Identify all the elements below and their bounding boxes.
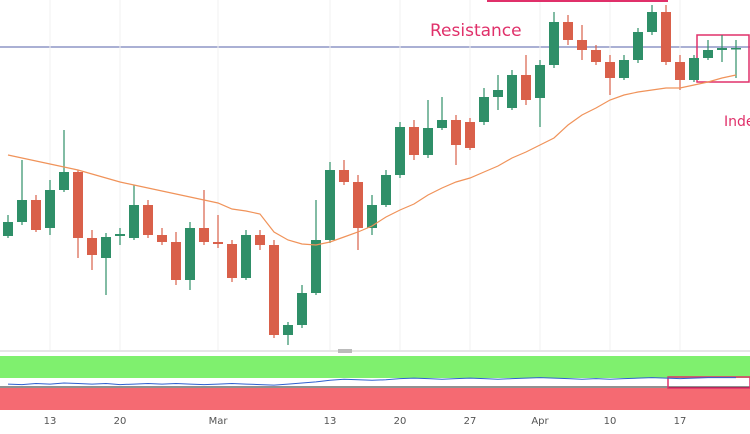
candle-body (3, 222, 13, 236)
candle-body (507, 75, 517, 108)
x-tick-label: 20 (394, 416, 407, 427)
x-tick-label: 27 (464, 416, 477, 427)
candle-body (535, 65, 545, 98)
candle-body (199, 228, 209, 242)
candle-body (423, 128, 433, 155)
candle-body (521, 75, 531, 100)
candle-body (59, 172, 69, 190)
candle-body (661, 12, 671, 62)
candle-body (115, 234, 125, 236)
candle-body (689, 58, 699, 80)
candle-body (591, 50, 601, 62)
candle-body (647, 12, 657, 32)
candle-body (297, 293, 307, 325)
candle-body (451, 120, 461, 145)
candle-body (241, 235, 251, 278)
candle-body (157, 235, 167, 242)
candle-body (255, 235, 265, 245)
candle-body (395, 127, 405, 175)
x-tick-label: 13 (44, 416, 57, 427)
candle-body (563, 22, 573, 40)
candle-body (325, 170, 335, 240)
candle-body (339, 170, 349, 182)
candle-body (731, 48, 741, 50)
candle-body (129, 205, 139, 238)
candle-body (171, 242, 181, 280)
resize-handle (338, 349, 352, 353)
candle-body (437, 120, 447, 128)
candle-body (465, 122, 475, 148)
candle-body (493, 90, 503, 97)
x-tick-label: 13 (324, 416, 337, 427)
candle-body (213, 242, 223, 244)
candle-body (73, 172, 83, 238)
candle-body (367, 205, 377, 228)
candle-body (577, 40, 587, 50)
candle-body (185, 228, 195, 280)
candle-body (633, 32, 643, 60)
candle-body (283, 325, 293, 335)
candle-body (549, 22, 559, 65)
candle-body (703, 50, 713, 58)
candle-body (717, 48, 727, 50)
candle-body (45, 190, 55, 228)
indicator-line (7, 377, 736, 386)
candle-body (479, 97, 489, 122)
overbought-band (0, 356, 750, 378)
candle-body (227, 244, 237, 278)
x-tick-label: 17 (674, 416, 687, 427)
annotation: Inde (724, 114, 750, 130)
oversold-band (0, 388, 750, 410)
highlight-box (696, 34, 750, 83)
candle-body (269, 245, 279, 335)
candle-body (409, 127, 419, 155)
candle-body (31, 200, 41, 230)
indicator-box (667, 376, 750, 389)
moving-average (7, 74, 737, 246)
candle-body (605, 62, 615, 78)
candle-body (675, 62, 685, 80)
candle-body (17, 200, 27, 222)
x-tick-label: 20 (114, 416, 127, 427)
candle-body (619, 60, 629, 78)
x-tick-label: 10 (604, 416, 617, 427)
x-tick-label: Apr (531, 416, 549, 427)
candle-body (87, 238, 97, 255)
candle-body (311, 240, 321, 293)
candle-body (381, 175, 391, 205)
candle-body (143, 205, 153, 235)
candle-body (353, 182, 363, 228)
candle-body (101, 237, 111, 258)
x-tick-label: Mar (209, 416, 229, 427)
resistance-label: Resistance (430, 21, 522, 41)
